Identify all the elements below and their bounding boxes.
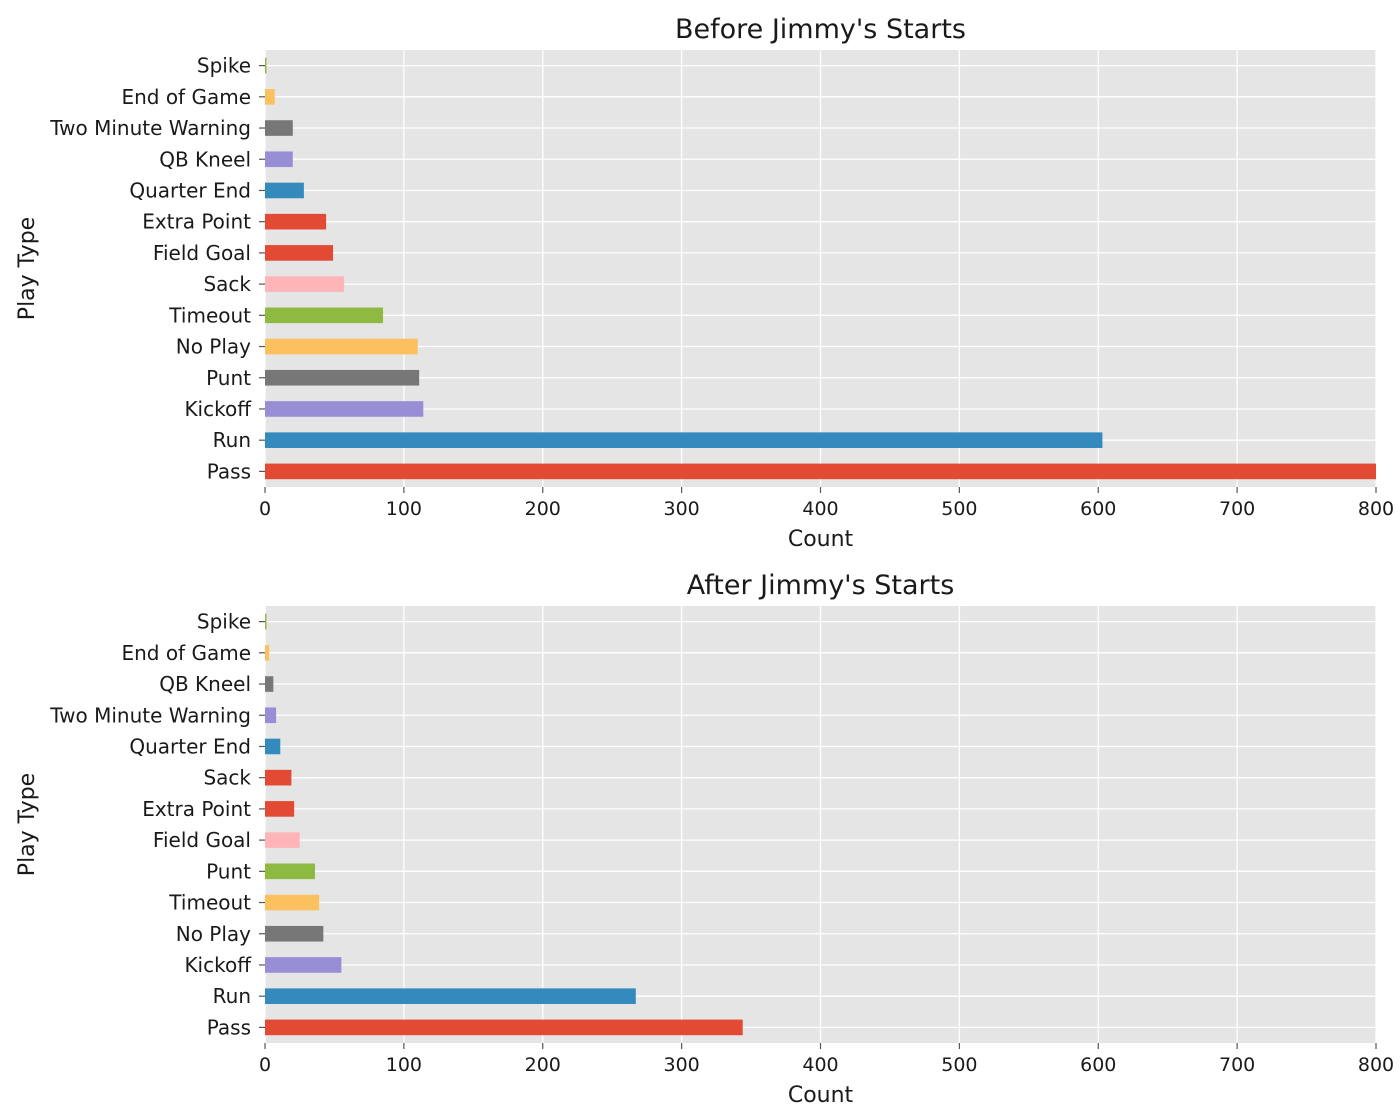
- bar: [265, 738, 281, 755]
- bar: [265, 925, 324, 942]
- category-label: Quarter End: [129, 178, 251, 202]
- category-label: QB Kneel: [159, 147, 251, 171]
- x-tick-label: 800: [1358, 1054, 1394, 1076]
- category-label: Field Goal: [153, 241, 251, 265]
- bar: [265, 89, 275, 105]
- x-tick-label: 800: [1358, 498, 1394, 520]
- category-label: Timeout: [168, 303, 251, 327]
- category-label: Kickoff: [184, 397, 252, 421]
- category-label: Extra Point: [142, 210, 251, 234]
- x-tick-label: 0: [259, 498, 271, 520]
- category-label: No Play: [176, 922, 251, 946]
- bar: [265, 401, 424, 417]
- bar: [265, 432, 1103, 448]
- category-label: Spike: [197, 54, 251, 78]
- x-tick-label: 100: [386, 498, 422, 520]
- category-label: End of Game: [121, 85, 251, 109]
- bar: [265, 863, 315, 880]
- x-tick-label: 300: [663, 498, 699, 520]
- category-label: Timeout: [168, 891, 251, 915]
- category-label: Run: [213, 984, 251, 1008]
- category-label: Pass: [207, 1015, 251, 1039]
- bar: [265, 645, 270, 661]
- bar: [265, 57, 267, 74]
- x-tick-label: 400: [802, 498, 838, 520]
- x-tick-label: 500: [941, 498, 977, 520]
- bar: [265, 832, 300, 848]
- bar: [265, 707, 277, 724]
- category-label: Pass: [207, 459, 251, 483]
- category-label: Sack: [203, 272, 251, 296]
- bar: [265, 676, 274, 692]
- chart-after: 0 100 200 300 400 500 600 700 800 Pass Run Kickoff N…: [15, 570, 1394, 1108]
- x-tick-label: 700: [1219, 498, 1255, 520]
- x-axis-label: Count: [788, 527, 854, 552]
- bar: [265, 894, 320, 911]
- bar: [265, 245, 334, 261]
- category-label: Kickoff: [184, 953, 252, 977]
- category-label: No Play: [176, 335, 251, 359]
- x-tick-label: 600: [1080, 498, 1116, 520]
- chart-title: After Jimmy's Starts: [687, 570, 955, 601]
- bar: [265, 988, 636, 1004]
- x-tick-label: 600: [1080, 1054, 1116, 1076]
- bar: [265, 151, 293, 168]
- bar: [265, 307, 384, 324]
- category-label: Two Minute Warning: [49, 116, 251, 140]
- bar: [265, 276, 345, 292]
- category-label: Run: [213, 428, 251, 452]
- bar: [265, 120, 293, 136]
- x-tick-label: 0: [259, 1054, 271, 1076]
- bar: [265, 182, 304, 199]
- chart-before: 0 100 200 300 400 500 600 700 800 Pass Run Kickoff P…: [15, 14, 1394, 552]
- bar: [265, 613, 267, 630]
- x-tick-label: 500: [941, 1054, 977, 1076]
- y-axis-label: Play Type: [15, 773, 40, 876]
- bar: [265, 769, 292, 786]
- category-label: End of Game: [121, 641, 251, 665]
- category-label: Extra Point: [142, 797, 251, 821]
- x-tick-label: 700: [1219, 1054, 1255, 1076]
- bar: [265, 338, 418, 355]
- x-tick-label: 200: [525, 1054, 561, 1076]
- x-tick-label: 400: [802, 1054, 838, 1076]
- category-label: Punt: [206, 859, 251, 883]
- bar: [265, 213, 327, 230]
- bar: [265, 1019, 743, 1036]
- category-label: Sack: [203, 766, 251, 790]
- category-label: Quarter End: [129, 734, 251, 758]
- chart-title: Before Jimmy's Starts: [675, 14, 966, 45]
- bar: [265, 801, 295, 817]
- category-label: Spike: [197, 610, 251, 634]
- category-label: Two Minute Warning: [49, 703, 251, 727]
- bar: [265, 369, 420, 386]
- x-tick-label: 300: [663, 1054, 699, 1076]
- x-axis-label: Count: [788, 1083, 854, 1108]
- category-label: Punt: [206, 366, 251, 390]
- y-axis-label: Play Type: [15, 217, 40, 320]
- x-tick-label: 200: [525, 498, 561, 520]
- category-label: Field Goal: [153, 828, 251, 852]
- bar: [265, 463, 1376, 480]
- x-tick-label: 100: [386, 1054, 422, 1076]
- bar: [265, 957, 342, 973]
- category-label: QB Kneel: [159, 672, 251, 696]
